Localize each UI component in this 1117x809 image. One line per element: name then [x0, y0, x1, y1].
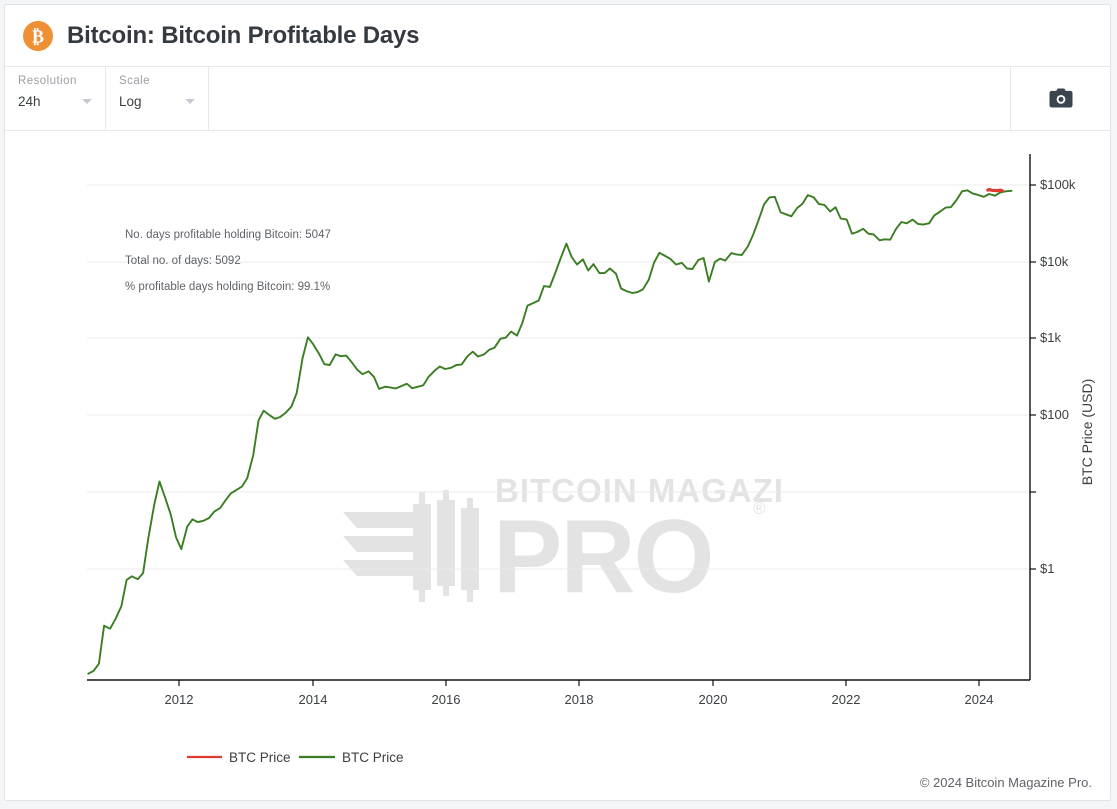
x-tick-label: 2018: [565, 692, 594, 707]
resolution-dropdown[interactable]: Resolution 24h: [5, 67, 106, 130]
gridlines: [87, 184, 1030, 570]
snapshot-button[interactable]: [1011, 67, 1110, 130]
toolbar-spacer: [209, 67, 1011, 130]
annotation-total-days: Total no. of days: 5092: [125, 255, 241, 267]
y-tick-label: $1k: [1040, 330, 1061, 345]
scale-dropdown[interactable]: Scale Log: [106, 67, 209, 130]
footer-copyright: © 2024 Bitcoin Magazine Pro.: [919, 775, 1092, 790]
y-tick-label: $1: [1040, 561, 1054, 576]
chart-legend: BTC Price BTC Price: [187, 750, 404, 765]
chart-plot-area: BITCOIN MAGAZINE PRO ®: [5, 132, 1110, 777]
x-tick-label: 2016: [432, 692, 461, 707]
axis-lines: [87, 154, 1031, 681]
scale-label: Scale: [119, 75, 151, 87]
x-tick-label: 2022: [832, 692, 861, 707]
btc-price-line-profitable: [87, 189, 1013, 675]
y-tick-marks: [1030, 184, 1036, 570]
bitcoin-logo-icon: ₿: [23, 20, 53, 51]
chevron-down-icon: [185, 99, 195, 104]
x-tick-label: 2024: [965, 692, 994, 707]
x-tick-label: 2020: [699, 692, 728, 707]
resolution-value: 24h: [18, 94, 41, 109]
x-tick-marks: [178, 680, 980, 686]
page-title: Bitcoin: Bitcoin Profitable Days: [67, 21, 420, 49]
chart-toolbar: Resolution 24h Scale Log: [5, 67, 1110, 131]
annotation-profitable-days: No. days profitable holding Bitcoin: 504…: [125, 229, 331, 241]
annotation-percent-profitable: % profitable days holding Bitcoin: 99.1%: [125, 281, 330, 293]
chevron-down-icon: [82, 99, 92, 104]
x-tick-label: 2012: [165, 692, 194, 707]
svg-text:₿: ₿: [32, 26, 44, 46]
price-chart: $100k $10k $1k $100 $1 BTC Price (USD): [87, 154, 1095, 765]
series-group: [87, 188, 1013, 675]
legend-label: BTC Price: [342, 750, 404, 765]
y-tick-label: $10k: [1040, 254, 1069, 269]
scale-value: Log: [119, 94, 142, 109]
camera-icon: [1049, 88, 1073, 109]
legend-label: BTC Price: [229, 750, 291, 765]
y-tick-label: $100k: [1040, 177, 1076, 192]
page-header: ₿ Bitcoin: Bitcoin Profitable Days: [5, 5, 1110, 67]
chart-card: ₿ Bitcoin: Bitcoin Profitable Days Resol…: [4, 4, 1111, 801]
x-tick-label: 2014: [299, 692, 328, 707]
resolution-label: Resolution: [18, 75, 77, 87]
btc-price-line-unprofitable: [986, 188, 1004, 193]
y-axis-title: BTC Price (USD): [1079, 379, 1095, 486]
y-tick-label: $100: [1040, 407, 1069, 422]
